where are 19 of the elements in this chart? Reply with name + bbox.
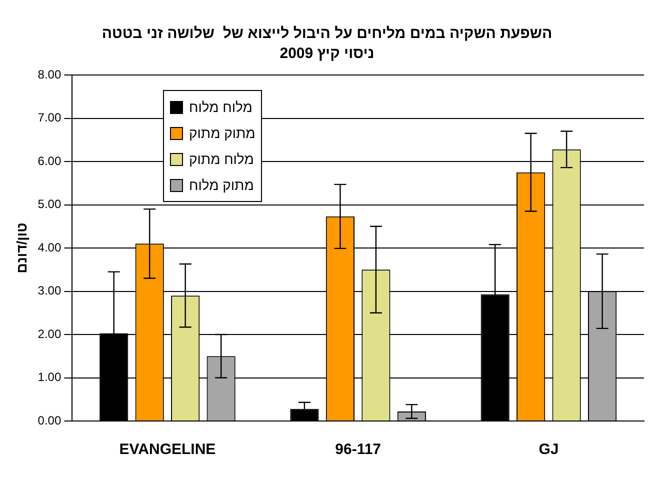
x-tick-label: GJ [538,441,559,458]
chart-subtitle: ניסוי קיץ 2009 [280,45,374,62]
x-tick-label: 96-117 [335,441,382,458]
y-axis-title: טון/דונם [13,222,30,274]
y-tick-label: 3.00 [38,284,62,298]
legend-label: מלוח מלוח [189,99,252,115]
y-tick-label: 0.00 [38,413,62,428]
y-tick-label: 4.00 [38,240,62,254]
y-tick-label: 1.00 [38,370,62,384]
y-tick-label: 7.00 [38,110,62,125]
y-tick-label: 2.00 [38,326,62,341]
y-tick-label: 6.00 [38,154,62,168]
y-tick-label: 5.00 [38,197,62,212]
y-tick-label: 8.00 [38,67,62,82]
legend-label: מלוח מתוק [189,151,254,167]
legend-label: מתוק מלוח [189,177,254,193]
legend-label: מתוק מתוק [189,125,256,141]
x-tick-label: EVANGELINE [119,441,216,458]
chart-title: השפעת השקיה במים מליחים על היבול לייצוא של שלושה זני בטטה [102,25,552,42]
